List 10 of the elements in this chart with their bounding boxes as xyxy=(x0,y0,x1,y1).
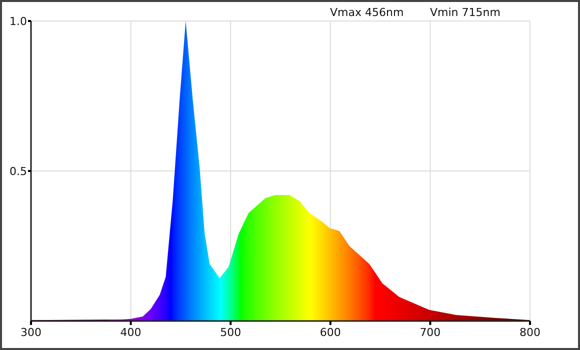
x-tick-label: 500 xyxy=(220,326,242,339)
text: Vmin 715nm xyxy=(430,6,500,19)
y-tick-label: 0.5 xyxy=(10,165,27,178)
x-tick-label: 600 xyxy=(320,326,341,339)
x-tick-label: 300 xyxy=(20,326,42,339)
x-tick-label: 800 xyxy=(520,326,540,339)
y-tick-label: 1.0 xyxy=(10,15,27,28)
x-tick-label: 700 xyxy=(420,326,441,339)
x-tick-label: 400 xyxy=(120,326,142,339)
text: Vmax 456nm xyxy=(330,6,404,19)
